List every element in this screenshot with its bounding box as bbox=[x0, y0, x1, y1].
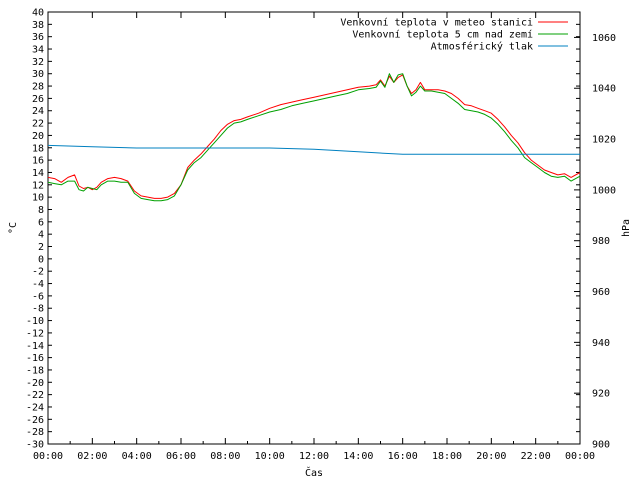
y-left-tick-label: -28 bbox=[26, 427, 44, 438]
legend-label-0: Venkovní teplota v meteo stanici bbox=[340, 17, 533, 29]
y-right-tick-label: 900 bbox=[592, 440, 610, 451]
x-tick-label: 14:00 bbox=[343, 451, 373, 462]
y-right-tick-label: 1020 bbox=[592, 135, 616, 146]
y-left-tick-label: 18 bbox=[32, 143, 44, 154]
y-left-tick-label: 22 bbox=[32, 119, 44, 130]
x-tick-label: 06:00 bbox=[166, 451, 196, 462]
y-left-tick-label: -20 bbox=[26, 378, 44, 389]
series-line-0 bbox=[47, 74, 581, 199]
y-left-tick-label: 8 bbox=[38, 205, 44, 216]
y-left-tick-label: 2 bbox=[38, 242, 44, 253]
y-left-tick-label: 26 bbox=[32, 94, 44, 105]
series-layer bbox=[47, 73, 581, 202]
x-tick-label: 22:00 bbox=[521, 451, 551, 462]
y-left-tick-label: 34 bbox=[32, 45, 44, 56]
x-tick-label: 00:00 bbox=[33, 451, 63, 462]
y-left-tick-label: -30 bbox=[26, 440, 44, 451]
x-tick-label: 08:00 bbox=[210, 451, 240, 462]
y-left-tick-label: -22 bbox=[26, 390, 44, 401]
x-tick-label: 16:00 bbox=[388, 451, 418, 462]
y-right-tick-label: 1060 bbox=[592, 33, 616, 44]
y-left-tick-label: 12 bbox=[32, 180, 44, 191]
x-tick-label: 04:00 bbox=[122, 451, 152, 462]
x-tick-label: 02:00 bbox=[77, 451, 107, 462]
y-left-tick-label: 0 bbox=[38, 254, 44, 265]
legend-label-2: Atmosférický tlak bbox=[431, 41, 533, 53]
y-right-tick-label: 920 bbox=[592, 389, 610, 400]
y-left-tick-label: 10 bbox=[32, 193, 44, 204]
legend-label-1: Venkovní teplota 5 cm nad zemí bbox=[352, 29, 533, 41]
legend: Venkovní teplota v meteo staniciVenkovní… bbox=[340, 17, 568, 53]
y-left-tick-label: 20 bbox=[32, 131, 44, 142]
y-right-tick-label: 940 bbox=[592, 338, 610, 349]
x-tick-label: 20:00 bbox=[476, 451, 506, 462]
y-left-tick-label: 16 bbox=[32, 156, 44, 167]
y-left-tick-label: -16 bbox=[26, 353, 44, 364]
x-axis-tick-labels: 00:00 02:00 04:00 06:00 08:00 10:00 12:00 14:00… bbox=[33, 451, 595, 462]
x-tick-label: 18:00 bbox=[432, 451, 462, 462]
x-tick-label: 10:00 bbox=[255, 451, 285, 462]
y-left-tick-label: -26 bbox=[26, 415, 44, 426]
y-right-tick-label: 1040 bbox=[592, 84, 616, 95]
y-axis-right-tick-labels: 1060 1040 1020 1000 980 960 940 920 900 bbox=[592, 33, 616, 451]
y-left-tick-label: -8 bbox=[32, 304, 44, 315]
y-left-tick-label: -10 bbox=[26, 316, 44, 327]
x-tick-label: 00:00 bbox=[565, 451, 595, 462]
y-right-tick-label: 980 bbox=[592, 236, 610, 247]
y-axis-left-tick-labels: 4038363432302826242220181614121086420-2-… bbox=[26, 8, 44, 451]
y-left-tick-label: -2 bbox=[32, 267, 44, 278]
series-line-2 bbox=[47, 144, 580, 155]
y-left-tick-label: 4 bbox=[38, 230, 44, 241]
y-left-tick-label: -6 bbox=[32, 291, 44, 302]
x-axis-title: Čas bbox=[305, 466, 323, 479]
y-left-tick-label: 30 bbox=[32, 69, 44, 80]
y-left-tick-label: 40 bbox=[32, 8, 44, 19]
y-left-tick-label: 6 bbox=[38, 217, 44, 228]
y-left-tick-label: -24 bbox=[26, 402, 44, 413]
axis-ticks bbox=[47, 11, 581, 445]
y-left-tick-label: 14 bbox=[32, 168, 44, 179]
y-left-tick-label: 24 bbox=[32, 106, 44, 117]
y-left-tick-label: 36 bbox=[32, 32, 44, 43]
y-right-tick-label: 1000 bbox=[592, 185, 616, 196]
plot-area-frame bbox=[47, 11, 581, 445]
y-right-tick-label: 960 bbox=[592, 287, 610, 298]
y-left-tick-label: 38 bbox=[32, 20, 44, 31]
y-left-tick-label: 32 bbox=[32, 57, 44, 68]
y-left-tick-label: -4 bbox=[32, 279, 44, 290]
y-left-tick-label: -18 bbox=[26, 365, 44, 376]
y-left-tick-label: -14 bbox=[26, 341, 44, 352]
y-left-tick-label: -12 bbox=[26, 328, 44, 339]
y-axis-left-title: °C bbox=[8, 222, 19, 234]
x-tick-label: 12:00 bbox=[299, 451, 329, 462]
y-left-tick-label: 28 bbox=[32, 82, 44, 93]
y-axis-right-title: hPa bbox=[621, 219, 632, 237]
series-line-1 bbox=[47, 73, 581, 202]
